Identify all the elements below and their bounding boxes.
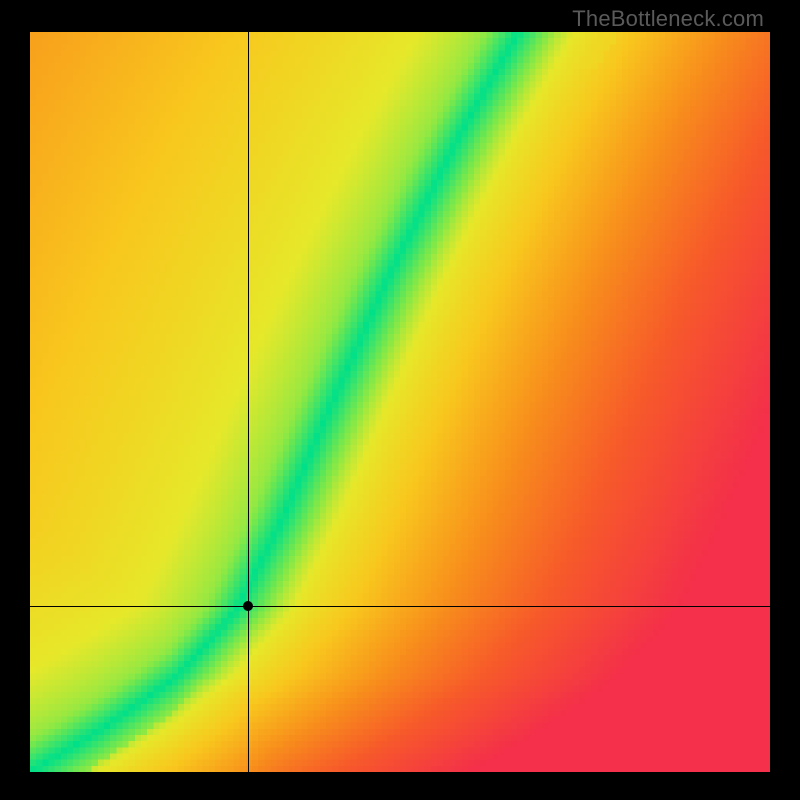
crosshair-horizontal-line [30, 606, 770, 607]
watermark-text: TheBottleneck.com [572, 6, 764, 32]
crosshair-vertical-line [248, 32, 249, 772]
plot-frame [30, 32, 770, 772]
crosshair-intersection-dot [243, 601, 253, 611]
heatmap-area [30, 32, 770, 772]
bottleneck-heatmap [30, 32, 770, 772]
